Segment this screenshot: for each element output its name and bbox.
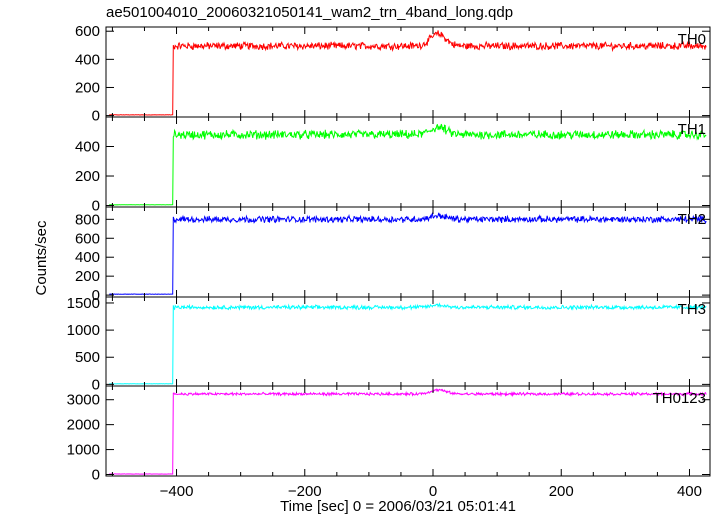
x-tick-label: −400 [160,483,194,500]
y-tick-label: 0 [92,108,100,125]
y-tick-label: 1500 [67,295,100,312]
y-tick-label: 600 [75,23,100,40]
x-tick-label: 200 [549,483,574,500]
y-tick-label: 1000 [67,442,100,459]
series-line-th0123 [109,388,707,475]
series-line-th3 [109,302,707,385]
y-tick-label: 600 [75,230,100,247]
panel-label-th0123: TH0123 [653,390,706,407]
y-tick-label: 500 [75,349,100,366]
y-tick-label: 400 [75,139,100,156]
y-tick-label: 0 [92,467,100,484]
chart-title: ae501004010_20060321050141_wam2_trn_4ban… [106,4,513,21]
y-tick-label: 0 [92,376,100,393]
y-tick-label: 400 [75,249,100,266]
series-line-th1 [109,123,707,206]
series-line-th0 [109,30,707,116]
panels: 0 200 400 600 TH0 0 200 400 TH1 0 200 400 600 800 TH2 0… [67,23,711,500]
y-tick-label: 800 [75,211,100,228]
x-tick-label: 400 [677,483,702,500]
y-tick-label: 200 [75,168,100,185]
y-tick-label: 3000 [67,392,100,409]
panel-frame-th3 [105,296,711,387]
series-line-th2 [109,211,707,295]
y-tick-label: 2000 [67,417,100,434]
y-tick-label: 0 [92,287,100,304]
y-axis-label: Counts/sec [33,220,50,296]
y-tick-label: 200 [75,79,100,96]
y-tick-label: 400 [75,51,100,68]
panel-label-th0: TH0 [678,31,706,48]
y-tick-label: 1000 [67,322,100,339]
y-tick-label: 0 [92,198,100,215]
x-tick-label: 0 [429,483,437,500]
panel-label-th1: TH1 [678,121,706,138]
panel-frame-th1 [105,116,711,208]
panel-label-th3: TH3 [678,301,706,318]
x-tick-label: −200 [288,483,322,500]
panel-frame-th0 [105,26,711,118]
y-tick-label: 200 [75,268,100,285]
panel-frame-th0123 [105,385,711,477]
x-axis-label: Time [sec] 0 = 2006/03/21 05:01:41 [280,498,516,515]
panel-label-th2: TH2 [678,211,706,228]
